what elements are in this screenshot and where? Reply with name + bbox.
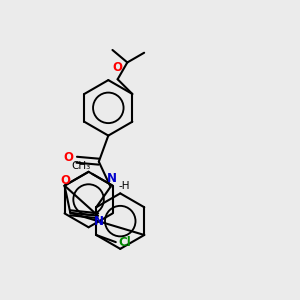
Text: O: O [64,151,74,164]
Text: O: O [112,61,123,74]
Text: N: N [94,215,104,228]
Text: CH₃: CH₃ [71,161,90,171]
Text: O: O [61,174,70,187]
Text: N: N [106,172,116,185]
Text: Cl: Cl [119,236,131,249]
Text: -H: -H [118,181,130,191]
